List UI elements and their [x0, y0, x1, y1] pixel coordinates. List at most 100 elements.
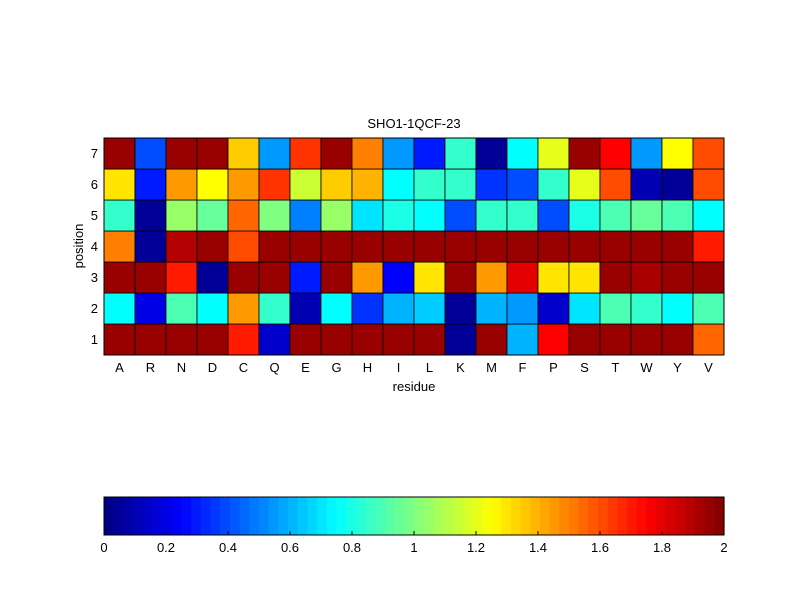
heatmap-cell: [537, 137, 570, 170]
heatmap-cell: [134, 323, 167, 356]
heatmap-cell: [227, 323, 260, 356]
colorbar-step: [220, 497, 231, 535]
colorbar-tick-label: 0.2: [157, 540, 175, 555]
heatmap-cell: [320, 230, 353, 263]
heatmap-cell: [568, 261, 601, 294]
heatmap-cell: [475, 261, 508, 294]
colorbar-tick-label: 0: [100, 540, 107, 555]
heatmap-cell: [351, 292, 384, 325]
colorbar-step: [694, 497, 706, 535]
heatmap-cell: [103, 230, 136, 263]
colorbar-step: [704, 497, 715, 535]
colorbar-step: [394, 497, 405, 535]
heatmap-cell: [692, 137, 725, 170]
heatmap-cell: [103, 137, 136, 170]
heatmap-cell: [692, 261, 725, 294]
chart-title: SHO1-1QCF-23: [367, 116, 460, 131]
heatmap-cell: [568, 137, 601, 170]
x-tick-label: Y: [673, 360, 682, 375]
heatmap-cell: [165, 168, 198, 201]
heatmap-cell: [630, 261, 663, 294]
colorbar-tick-label: 1: [410, 540, 417, 555]
heatmap-cell: [475, 137, 508, 170]
colorbar-step: [481, 497, 493, 535]
colorbar-step: [210, 497, 221, 535]
heatmap-cell: [537, 323, 570, 356]
heatmap-cell: [382, 261, 415, 294]
heatmap-cell: [196, 168, 229, 201]
heatmap-cell: [382, 230, 415, 263]
heatmap-cell: [599, 261, 632, 294]
y-tick-label: 6: [91, 177, 98, 192]
colorbar-step: [598, 497, 609, 535]
colorbar-step: [607, 497, 619, 535]
heatmap-cell: [568, 323, 601, 356]
heatmap-cell: [444, 168, 477, 201]
colorbar-step: [520, 497, 531, 535]
heatmap-cell: [661, 199, 694, 232]
colorbar-step: [501, 497, 512, 535]
colorbar-step: [200, 497, 212, 535]
colorbar-step: [307, 497, 318, 535]
colorbar-step: [171, 497, 183, 535]
colorbar-step: [288, 497, 299, 535]
y-tick-labels: 1 2 3 4 5 6 7: [91, 146, 98, 347]
heatmap-cell: [103, 323, 136, 356]
x-tick-label: R: [146, 360, 155, 375]
heatmap-cell: [599, 323, 632, 356]
heatmap-cell: [196, 137, 229, 170]
colorbar-step: [559, 497, 570, 535]
heatmap-cell: [475, 292, 508, 325]
heatmap-cell: [165, 230, 198, 263]
colorbar-step: [326, 497, 338, 535]
heatmap-cell: [227, 137, 260, 170]
heatmap-cell: [692, 323, 725, 356]
heatmap-cell: [444, 261, 477, 294]
heatmap-cell: [661, 292, 694, 325]
colorbar-step: [539, 497, 551, 535]
colorbar-step: [355, 497, 367, 535]
x-tick-label: H: [363, 360, 372, 375]
x-tick-label: M: [486, 360, 497, 375]
heatmap-cell: [444, 199, 477, 232]
y-tick-label: 4: [91, 239, 98, 254]
heatmap-cell: [320, 323, 353, 356]
heatmap-cell: [165, 137, 198, 170]
colorbar-step: [414, 497, 425, 535]
heatmap-cell: [506, 230, 539, 263]
heatmap-cell: [692, 199, 725, 232]
colorbar-step: [346, 497, 357, 535]
heatmap-cell: [444, 292, 477, 325]
colorbar-step: [646, 497, 657, 535]
x-tick-label: G: [331, 360, 341, 375]
heatmap-cell: [165, 292, 198, 325]
colorbar-step: [685, 497, 696, 535]
heatmap-cell: [351, 230, 384, 263]
heatmap-cell: [289, 292, 322, 325]
heatmap-cell: [320, 199, 353, 232]
colorbar-step: [665, 497, 677, 535]
x-tick-label: F: [519, 360, 527, 375]
heatmap-cell: [351, 323, 384, 356]
heatmap-cell: [568, 168, 601, 201]
heatmap-cell: [692, 230, 725, 263]
heatmap-cell: [289, 323, 322, 356]
colorbar-tick-label: 1.6: [591, 540, 609, 555]
colorbar-step: [297, 497, 309, 535]
heatmap-cell: [599, 199, 632, 232]
colorbar-step: [268, 497, 279, 535]
heatmap-cell: [103, 199, 136, 232]
heatmap-cell: [599, 292, 632, 325]
colorbar-step: [404, 497, 415, 535]
colorbar-step: [675, 497, 686, 535]
colorbar-tick-label: 0.4: [219, 540, 237, 555]
heatmap-cell: [630, 292, 663, 325]
x-tick-label: S: [580, 360, 589, 375]
heatmap-cell: [506, 323, 539, 356]
heatmap-cell: [289, 168, 322, 201]
heatmap-cell: [413, 323, 446, 356]
heatmap-cell: [258, 168, 291, 201]
heatmap-cell: [320, 137, 353, 170]
x-tick-label: N: [177, 360, 186, 375]
heatmap-cell: [382, 137, 415, 170]
